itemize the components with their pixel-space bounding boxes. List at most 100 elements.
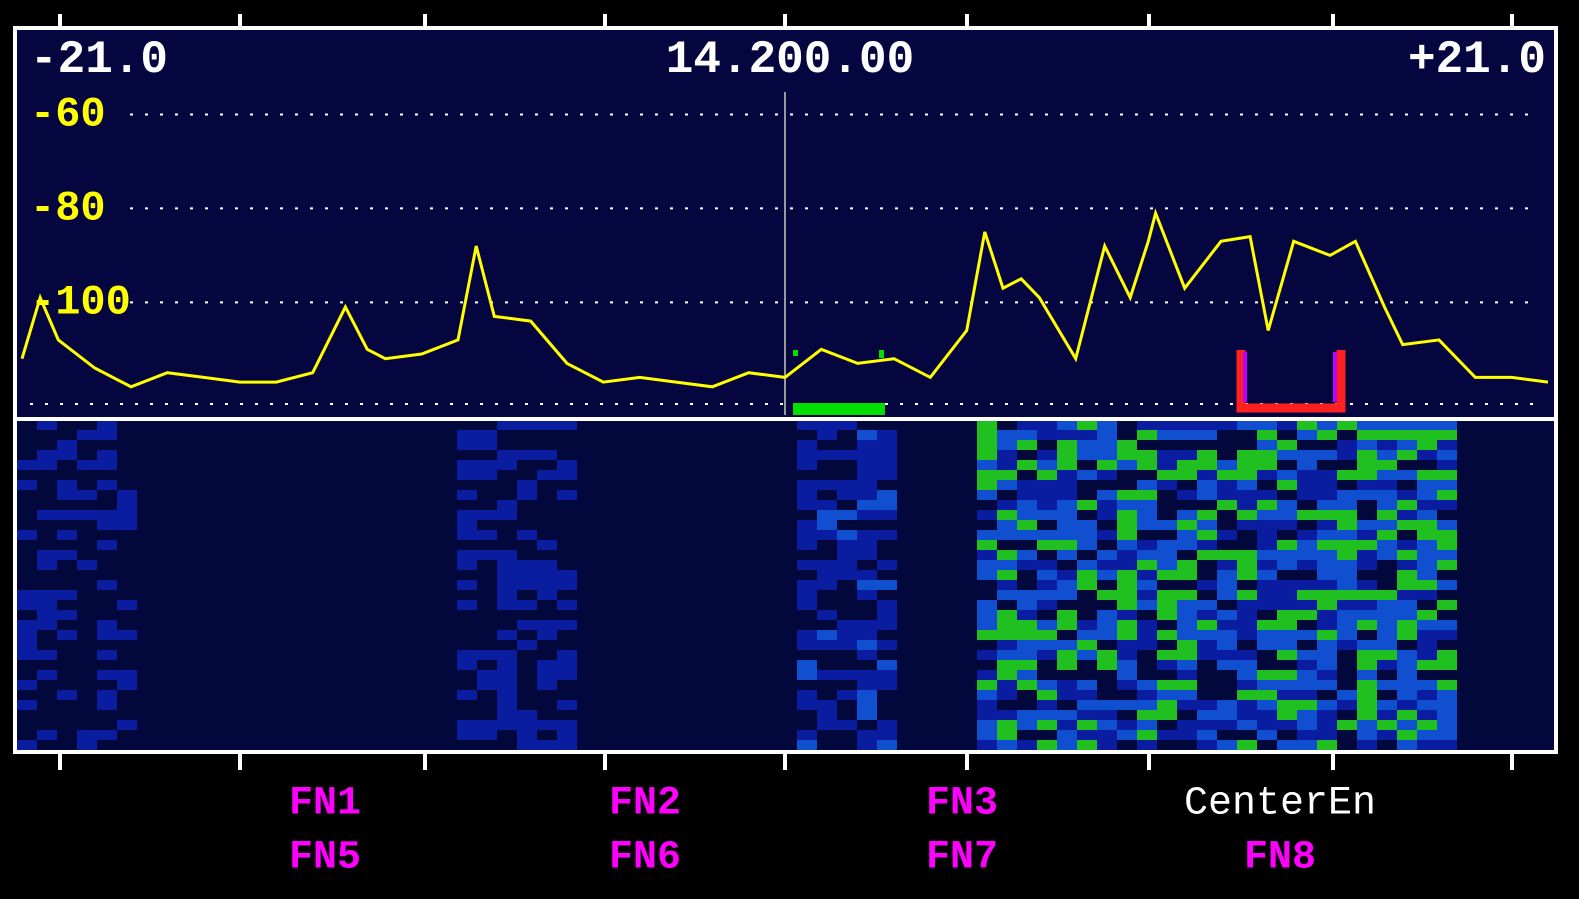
softkey[interactable]: FN6 xyxy=(609,836,681,881)
waterfall-cell xyxy=(1397,500,1417,510)
waterfall-cell xyxy=(1037,620,1057,630)
waterfall-cell xyxy=(457,650,477,660)
waterfall-cell xyxy=(197,490,217,500)
softkey[interactable]: FN8 xyxy=(1244,836,1316,881)
waterfall-cell xyxy=(1017,620,1037,630)
waterfall-cell xyxy=(77,570,97,580)
waterfall-cell xyxy=(137,740,157,750)
waterfall-cell xyxy=(757,690,777,700)
waterfall-cell xyxy=(1417,690,1437,700)
waterfall-cell xyxy=(657,470,677,480)
waterfall-cell xyxy=(577,690,597,700)
waterfall-cell xyxy=(1437,530,1457,540)
waterfall-cell xyxy=(397,520,417,530)
waterfall-cell xyxy=(757,680,777,690)
waterfall-cell xyxy=(257,610,277,620)
waterfall-cell xyxy=(437,640,457,650)
waterfall-cell xyxy=(317,500,337,510)
softkey[interactable]: FN5 xyxy=(289,836,361,881)
waterfall-cell xyxy=(17,470,37,480)
waterfall-cell xyxy=(1237,440,1257,450)
waterfall-cell xyxy=(497,620,517,630)
waterfall-cell xyxy=(1277,450,1297,460)
waterfall-cell xyxy=(837,580,857,590)
waterfall-cell xyxy=(357,440,377,450)
waterfall-cell xyxy=(1057,550,1077,560)
waterfall-cell xyxy=(1357,660,1377,670)
waterfall-cell xyxy=(637,650,657,660)
waterfall-cell xyxy=(777,700,797,710)
waterfall-cell xyxy=(1457,730,1477,740)
waterfall-cell xyxy=(77,690,97,700)
waterfall-cell xyxy=(277,640,297,650)
waterfall-cell xyxy=(837,700,857,710)
waterfall-cell xyxy=(1297,700,1317,710)
waterfall-cell xyxy=(477,460,497,470)
waterfall-cell xyxy=(1057,690,1077,700)
waterfall-cell xyxy=(157,470,177,480)
waterfall-cell xyxy=(837,670,857,680)
waterfall-cell xyxy=(1517,510,1537,520)
waterfall-cell xyxy=(1177,730,1197,740)
waterfall-cell xyxy=(337,500,357,510)
waterfall-cell xyxy=(1297,610,1317,620)
waterfall-cell xyxy=(97,500,117,510)
softkey[interactable]: FN2 xyxy=(609,782,681,827)
waterfall-cell xyxy=(1437,420,1457,430)
waterfall-cell xyxy=(1017,570,1037,580)
waterfall-cell xyxy=(1437,570,1457,580)
waterfall-cell xyxy=(1297,420,1317,430)
waterfall-cell xyxy=(577,560,597,570)
waterfall-cell xyxy=(137,480,157,490)
waterfall-cell xyxy=(537,670,557,680)
softkey[interactable]: CenterEn xyxy=(1184,782,1376,827)
waterfall-cell xyxy=(437,710,457,720)
waterfall-cell xyxy=(277,680,297,690)
waterfall-cell xyxy=(1457,500,1477,510)
waterfall-cell xyxy=(237,640,257,650)
waterfall-cell xyxy=(117,650,137,660)
waterfall-cell xyxy=(997,530,1017,540)
waterfall-cell xyxy=(317,510,337,520)
waterfall-cell xyxy=(1417,740,1437,750)
waterfall-cell xyxy=(177,510,197,520)
waterfall-cell xyxy=(437,550,457,560)
waterfall-cell xyxy=(1057,670,1077,680)
waterfall-cell xyxy=(1077,600,1097,610)
waterfall-cell xyxy=(817,710,837,720)
waterfall-cell xyxy=(677,710,697,720)
waterfall-cell xyxy=(237,470,257,480)
waterfall-cell xyxy=(457,730,477,740)
waterfall-cell xyxy=(817,700,837,710)
waterfall-cell xyxy=(1417,620,1437,630)
waterfall-cell xyxy=(677,620,697,630)
waterfall-cell xyxy=(1277,590,1297,600)
waterfall-cell xyxy=(1017,560,1037,570)
waterfall-cell xyxy=(177,600,197,610)
waterfall-cell xyxy=(57,540,77,550)
waterfall-cell xyxy=(917,490,937,500)
waterfall-cell xyxy=(997,510,1017,520)
waterfall-cell xyxy=(1017,520,1037,530)
waterfall-cell xyxy=(517,740,537,750)
softkey[interactable]: FN3 xyxy=(926,782,998,827)
waterfall-cell xyxy=(857,440,877,450)
waterfall-cell xyxy=(1157,630,1177,640)
waterfall-cell xyxy=(1177,460,1197,470)
waterfall-cell xyxy=(137,720,157,730)
waterfall-cell xyxy=(1057,480,1077,490)
waterfall-cell xyxy=(97,730,117,740)
waterfall-cell xyxy=(597,540,617,550)
waterfall-cell xyxy=(1337,570,1357,580)
waterfall-cell xyxy=(337,560,357,570)
waterfall-cell xyxy=(1097,670,1117,680)
waterfall-cell xyxy=(817,650,837,660)
softkey[interactable]: FN7 xyxy=(926,836,998,881)
softkey[interactable]: FN1 xyxy=(289,782,361,827)
waterfall-cell xyxy=(497,730,517,740)
waterfall-cell xyxy=(1117,540,1137,550)
waterfall-cell xyxy=(417,490,437,500)
waterfall-cell xyxy=(1077,730,1097,740)
waterfall-cell xyxy=(1417,660,1437,670)
waterfall-cell xyxy=(1437,650,1457,660)
